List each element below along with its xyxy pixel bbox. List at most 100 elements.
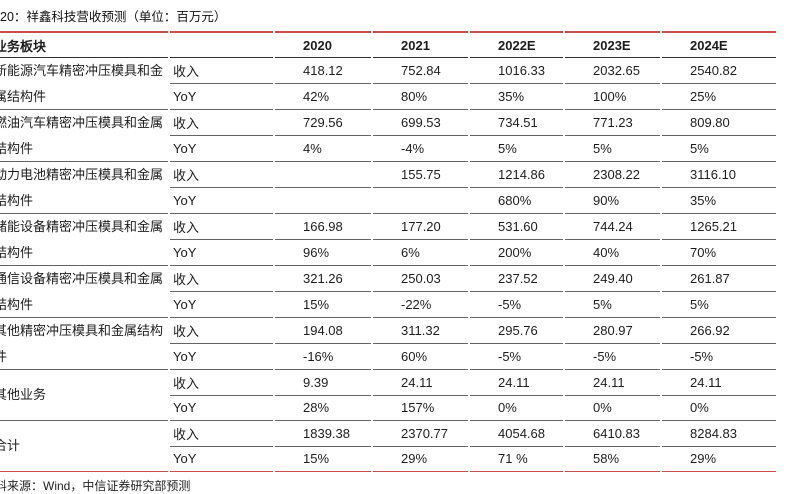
- revenue-cell: 734.51: [470, 110, 563, 136]
- revenue-cell: 155.75: [373, 162, 468, 188]
- revenue-cell: 1016.33: [470, 58, 563, 84]
- metric-column-header: [170, 31, 273, 58]
- table-row: YoY 15% -22% -5% 5% 5%: [0, 292, 776, 318]
- table-row: 通信设备精密冲压模具和金属结构件 收入 321.26 250.03 237.52…: [0, 266, 776, 318]
- segment-name: 合计: [0, 438, 21, 454]
- revenue-cell: 166.98: [275, 214, 371, 240]
- revenue-cell: 295.76: [470, 318, 563, 344]
- year-header-2023e: 2023E: [565, 31, 660, 58]
- yoy-cell: -16%: [275, 344, 371, 370]
- metric-label: 收入: [170, 370, 273, 396]
- segment-name-cell: 通信设备精密冲压模具和金属结构件: [0, 266, 168, 318]
- yoy-cell: [275, 188, 371, 214]
- yoy-cell: 5%: [565, 292, 660, 318]
- revenue-cell: 24.11: [662, 370, 776, 396]
- table-row: 新能源汽车精密冲压模具和金属结构件 收入 418.12 752.84 1016.…: [0, 58, 776, 110]
- table-title: 20：祥鑫科技营收预测（单位：百万元）: [0, 10, 227, 24]
- metric-label: YoY: [170, 344, 273, 370]
- revenue-cell: 2370.77: [373, 421, 468, 447]
- table-row: YoY 680% 90% 35%: [0, 188, 776, 214]
- year-header-2020: 2020: [275, 31, 371, 58]
- yoy-cell: 71 %: [470, 447, 563, 472]
- table-row: 其他业务 收入 9.39 24.11 24.11 24.11 24.11: [0, 370, 776, 421]
- revenue-cell: 1839.38: [275, 421, 371, 447]
- table-row: 动力电池精密冲压模具和金属结构件 收入 155.75 1214.86 2308.…: [0, 162, 776, 214]
- metric-label: 收入: [170, 162, 273, 188]
- segment-name: 储能设备精密冲压模具和金属结构件: [0, 219, 164, 260]
- table-row: 合计 收入 1839.38 2370.77 4054.68 6410.83 82…: [0, 421, 776, 472]
- segment-column-header-label: 业务板块: [0, 38, 47, 54]
- yoy-cell: 5%: [662, 136, 776, 162]
- table-row: YoY 28% 157% 0% 0% 0%: [0, 396, 776, 421]
- revenue-cell: [275, 162, 371, 188]
- yoy-cell: 35%: [662, 188, 776, 214]
- metric-label: 收入: [170, 421, 273, 447]
- revenue-cell: 752.84: [373, 58, 468, 84]
- revenue-cell: 9.39: [275, 370, 371, 396]
- yoy-cell: 70%: [662, 240, 776, 266]
- source-note: 资料来源：Wind，中信证券研究部预测: [0, 479, 191, 493]
- metric-label: YoY: [170, 188, 273, 214]
- revenue-cell: 194.08: [275, 318, 371, 344]
- table-row: YoY -16% 60% -5% -5% -5%: [0, 344, 776, 370]
- segment-name: 燃油汽车精密冲压模具和金属结构件: [0, 115, 164, 156]
- revenue-cell: 177.20: [373, 214, 468, 240]
- metric-label: YoY: [170, 447, 273, 472]
- yoy-cell: 15%: [275, 447, 371, 472]
- yoy-cell: 80%: [373, 84, 468, 110]
- revenue-cell: 24.11: [470, 370, 563, 396]
- metric-label: 收入: [170, 110, 273, 136]
- yoy-cell: -5%: [470, 292, 563, 318]
- segment-name: 其他业务: [0, 387, 47, 403]
- segment-name-cell-total: 合计: [0, 421, 168, 472]
- metric-label: YoY: [170, 84, 273, 110]
- year-header-2024e: 2024E: [662, 31, 776, 58]
- yoy-cell: 15%: [275, 292, 371, 318]
- revenue-cell: 4054.68: [470, 421, 563, 447]
- yoy-cell: 29%: [662, 447, 776, 472]
- segment-name: 其他精密冲压模具和金属结构件: [0, 323, 164, 364]
- revenue-cell: 809.80: [662, 110, 776, 136]
- revenue-cell: 744.24: [565, 214, 660, 240]
- revenue-cell: 311.32: [373, 318, 468, 344]
- segment-name-cell: 储能设备精密冲压模具和金属结构件: [0, 214, 168, 266]
- revenue-cell: 418.12: [275, 58, 371, 84]
- segment-column-header: 业务板块: [0, 31, 168, 58]
- yoy-cell: 4%: [275, 136, 371, 162]
- yoy-cell: 100%: [565, 84, 660, 110]
- yoy-cell: 60%: [373, 344, 468, 370]
- segment-name: 动力电池精密冲压模具和金属结构件: [0, 167, 164, 208]
- revenue-cell: 2032.65: [565, 58, 660, 84]
- revenue-cell: 237.52: [470, 266, 563, 292]
- segment-name: 通信设备精密冲压模具和金属结构件: [0, 271, 164, 312]
- header-row: 业务板块 2020 2021 2022E 2023E 2024E: [0, 31, 776, 58]
- revenue-cell: 1214.86: [470, 162, 563, 188]
- yoy-cell: 96%: [275, 240, 371, 266]
- yoy-cell: 35%: [470, 84, 563, 110]
- metric-label: 收入: [170, 266, 273, 292]
- yoy-cell: 6%: [373, 240, 468, 266]
- revenue-cell: 531.60: [470, 214, 563, 240]
- revenue-cell: 280.97: [565, 318, 660, 344]
- revenue-cell: 2540.82: [662, 58, 776, 84]
- segment-name-cell: 其他业务: [0, 370, 168, 421]
- table-row: YoY 4% -4% 5% 5% 5%: [0, 136, 776, 162]
- yoy-cell: 5%: [470, 136, 563, 162]
- yoy-cell: 157%: [373, 396, 468, 421]
- segment-name: 新能源汽车精密冲压模具和金属结构件: [0, 63, 164, 104]
- revenue-cell: 24.11: [565, 370, 660, 396]
- revenue-cell: 6410.83: [565, 421, 660, 447]
- revenue-cell: 699.53: [373, 110, 468, 136]
- table-row: 燃油汽车精密冲压模具和金属结构件 收入 729.56 699.53 734.51…: [0, 110, 776, 162]
- yoy-cell: 28%: [275, 396, 371, 421]
- revenue-forecast-table: 业务板块 2020 2021 2022E 2023E 2024E 新能源汽车精密…: [0, 31, 778, 472]
- segment-name-cell: 动力电池精密冲压模具和金属结构件: [0, 162, 168, 214]
- metric-label: 收入: [170, 318, 273, 344]
- segment-name-cell: 新能源汽车精密冲压模具和金属结构件: [0, 58, 168, 110]
- yoy-cell: 0%: [470, 396, 563, 421]
- segment-name-cell: 其他精密冲压模具和金属结构件: [0, 318, 168, 370]
- metric-label: YoY: [170, 136, 273, 162]
- yoy-cell: 5%: [662, 292, 776, 318]
- yoy-cell: -5%: [470, 344, 563, 370]
- metric-label: YoY: [170, 396, 273, 421]
